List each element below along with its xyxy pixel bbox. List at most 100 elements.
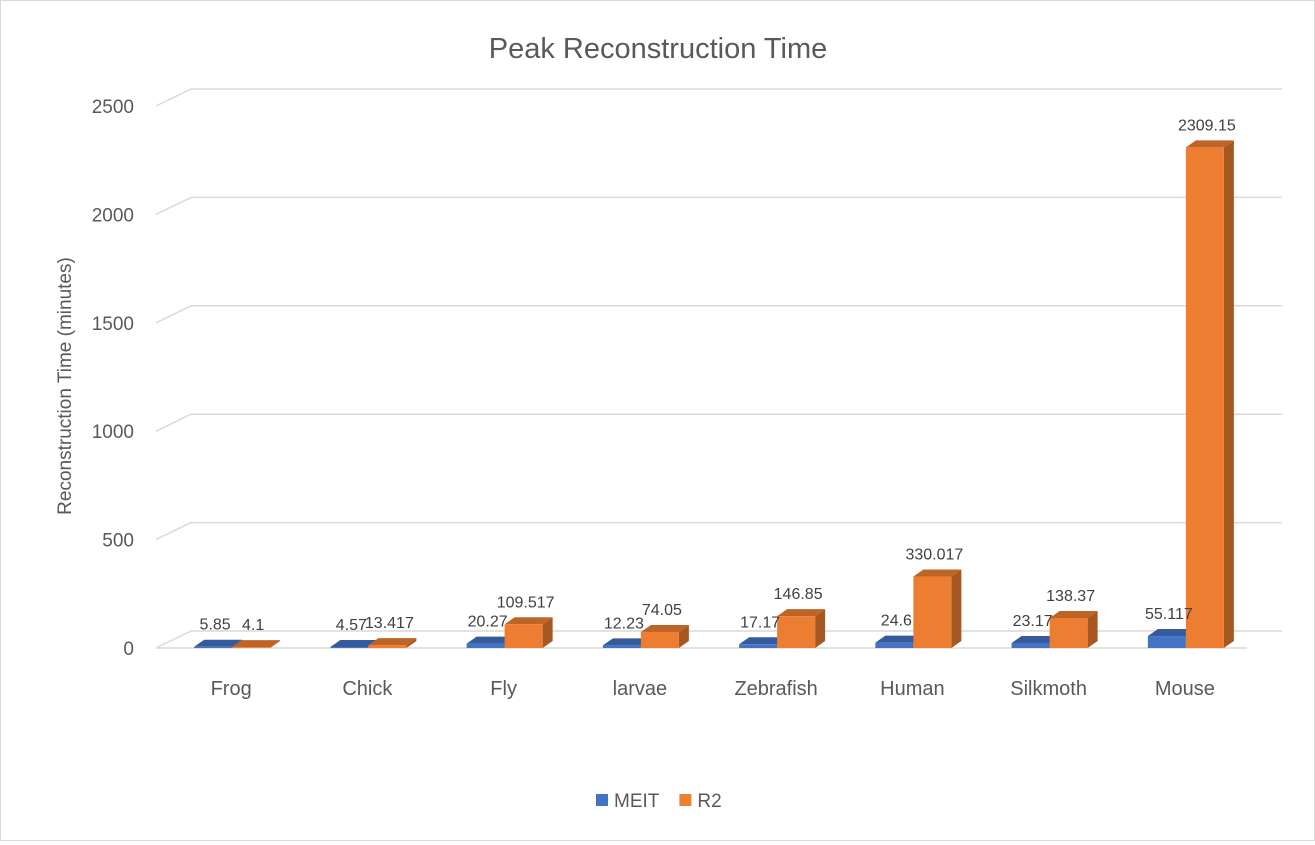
bar-side: [270, 640, 281, 648]
bar-top: [777, 609, 826, 617]
x-category-label: Zebrafish: [734, 678, 817, 700]
bar-r2-frog: [232, 640, 281, 648]
x-category-label: larvae: [613, 678, 667, 700]
y-tick-label: 1500: [92, 314, 134, 335]
legend: MEIT R2: [596, 791, 722, 812]
data-label: 55.117: [1145, 606, 1193, 623]
bar-front: [1049, 618, 1088, 648]
x-category-label: Frog: [211, 678, 252, 700]
chart-title: Peak Reconstruction Time: [489, 33, 827, 65]
bar-front: [1147, 636, 1186, 648]
bar-top: [739, 637, 788, 645]
x-category-label: Silkmoth: [1010, 678, 1087, 700]
bar-top: [875, 635, 924, 643]
bar-r2-larvae: [640, 624, 689, 648]
data-label: 20.27: [468, 614, 508, 631]
gridlines: [155, 88, 1282, 649]
data-label: 13.417: [365, 615, 414, 632]
bar-side: [678, 624, 689, 648]
data-label: 146.85: [774, 586, 823, 603]
y-axis-ticks: 0 500 1000 1500 2000 2500: [92, 97, 134, 660]
data-label: 12.23: [604, 615, 644, 632]
bar-top: [1185, 140, 1234, 148]
bar-r2-human: [913, 569, 962, 648]
legend-label: MEIT: [614, 791, 660, 812]
bar-r2-silkmoth: [1049, 611, 1098, 648]
y-tick-label: 0: [123, 639, 134, 660]
bar-side: [406, 638, 417, 648]
y-tick-label: 500: [102, 531, 134, 552]
gridline-side: [155, 196, 192, 216]
bar-side: [951, 569, 962, 648]
bar-front: [232, 647, 271, 648]
bar-side: [1223, 140, 1234, 648]
bar-front: [739, 644, 778, 648]
bar-front: [875, 642, 914, 648]
bar-front: [194, 646, 233, 648]
bar-top: [194, 639, 243, 647]
gridline-side: [155, 305, 192, 324]
bar-r2-chick: [368, 638, 417, 648]
bar-front: [504, 624, 543, 648]
bar-r2-mouse: [1185, 140, 1234, 648]
x-category-label: Chick: [342, 678, 393, 700]
data-label: 2309.15: [1178, 117, 1236, 134]
data-label: 4.1: [242, 617, 264, 634]
bar-front: [368, 645, 407, 648]
legend-label: R2: [697, 791, 721, 812]
bar-top: [1049, 611, 1098, 619]
legend-swatch: [596, 794, 608, 806]
legend-item-r2: R2: [679, 791, 722, 812]
y-axis-title: Reconstruction Time (minutes): [55, 257, 76, 515]
data-label: 24.6: [881, 613, 912, 630]
data-label: 74.05: [642, 602, 682, 619]
bar-front: [466, 643, 505, 648]
bar-top: [368, 638, 417, 646]
bar-front: [640, 631, 679, 648]
bars: [194, 140, 1234, 648]
legend-item-meit: MEIT: [596, 791, 660, 812]
bar-side: [815, 609, 826, 648]
bar-top: [466, 636, 515, 644]
x-axis-categories: Frog Chick Fly larvae Zebrafish Human Silkmoth…: [211, 678, 1215, 700]
bar-r2-zebrafish: [777, 609, 826, 648]
gridline-side: [155, 88, 192, 107]
bar-front: [913, 576, 952, 648]
bar-top: [640, 624, 689, 632]
x-category-label: Mouse: [1155, 678, 1215, 700]
bar-top: [602, 638, 651, 646]
data-label: 138.37: [1046, 588, 1095, 605]
bar-front: [330, 647, 369, 648]
x-category-label: Human: [880, 678, 944, 700]
bar-front: [777, 616, 816, 648]
bar-top: [1011, 635, 1060, 643]
data-label: 17.17: [740, 614, 780, 631]
bar-top: [330, 640, 379, 648]
bar-r2-fly: [504, 617, 553, 648]
legend-swatch: [679, 794, 692, 806]
gridline-side: [155, 630, 192, 649]
bar-front: [1185, 147, 1224, 648]
bar-side: [542, 617, 553, 648]
bar-front: [602, 645, 641, 648]
y-tick-label: 2000: [92, 205, 134, 226]
data-label: 5.85: [200, 617, 231, 634]
gridline-side: [155, 413, 192, 432]
data-label: 4.57: [336, 617, 367, 634]
y-tick-label: 2500: [92, 97, 134, 118]
x-category-label: Fly: [490, 678, 517, 700]
bar-top: [913, 569, 962, 577]
data-label: 330.017: [905, 546, 963, 563]
y-tick-label: 1000: [92, 422, 134, 443]
bar-top: [1147, 629, 1196, 637]
data-label: 23.17: [1013, 613, 1053, 630]
data-label: 109.517: [497, 594, 555, 611]
bar-top: [232, 640, 281, 648]
gridline-side: [155, 521, 192, 541]
bar-front: [1011, 642, 1050, 648]
bar-side: [1087, 611, 1098, 648]
bar-top: [504, 617, 553, 625]
